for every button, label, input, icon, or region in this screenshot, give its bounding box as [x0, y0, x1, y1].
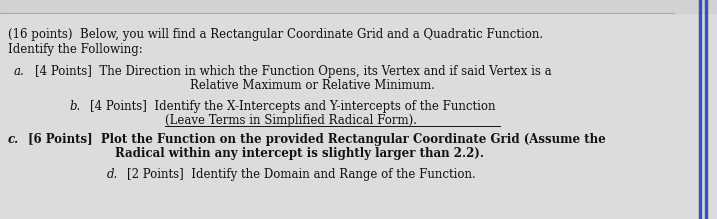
- Text: Radical within any intercept is slightly larger than 2.2).: Radical within any intercept is slightly…: [115, 147, 484, 160]
- Text: [4 Points]  Identify the X-Intercepts and Y-intercepts of the Function: [4 Points] Identify the X-Intercepts and…: [90, 100, 495, 113]
- Text: Identify the Following:: Identify the Following:: [8, 43, 143, 56]
- Text: [2 Points]  Identify the Domain and Range of the Function.: [2 Points] Identify the Domain and Range…: [127, 168, 476, 181]
- Text: Relative Maximum or Relative Minimum.: Relative Maximum or Relative Minimum.: [190, 79, 435, 92]
- Text: d.: d.: [107, 168, 118, 181]
- Text: b.: b.: [70, 100, 81, 113]
- Text: [4 Points]  The Direction in which the Function Opens, its Vertex and if said Ve: [4 Points] The Direction in which the Fu…: [35, 65, 551, 78]
- Text: a.: a.: [14, 65, 25, 78]
- Text: [6 Points]  Plot the Function on the provided Rectangular Coordinate Grid (Assum: [6 Points] Plot the Function on the prov…: [28, 133, 606, 146]
- Text: (Leave Terms in Simplified Radical Form).: (Leave Terms in Simplified Radical Form)…: [165, 114, 417, 127]
- Text: (16 points)  Below, you will find a Rectangular Coordinate Grid and a Quadratic : (16 points) Below, you will find a Recta…: [8, 28, 543, 41]
- Text: c.: c.: [8, 133, 19, 146]
